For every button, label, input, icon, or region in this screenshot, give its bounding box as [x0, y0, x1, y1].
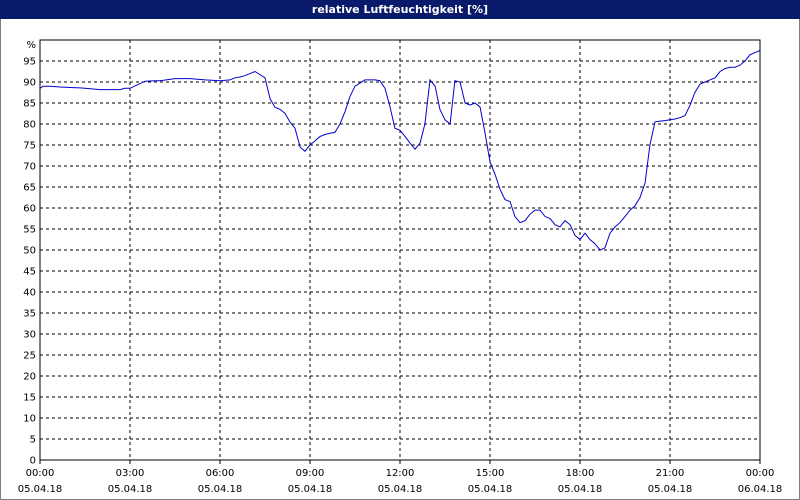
y-tick-label: 40 — [23, 288, 36, 299]
x-tick-time-label: 03:00 — [116, 468, 145, 479]
x-tick-time-label: 00:00 — [26, 468, 55, 479]
y-tick-label: 60 — [23, 204, 36, 215]
x-tick-date-label: 05.04.18 — [558, 484, 603, 495]
y-tick-label: 65 — [23, 183, 36, 194]
y-tick-label: 85 — [23, 99, 36, 110]
y-axis-label: % — [26, 40, 36, 51]
x-tick-date-label: 05.04.18 — [18, 484, 63, 495]
x-tick-time-label: 12:00 — [386, 468, 415, 479]
x-tick-date-label: 05.04.18 — [288, 484, 333, 495]
x-tick-date-label: 06.04.18 — [738, 484, 783, 495]
y-tick-label: 50 — [23, 246, 36, 257]
humidity-series-line — [39, 50, 761, 251]
y-tick-label: 5 — [30, 435, 36, 446]
y-tick-label: 90 — [23, 78, 36, 89]
y-tick-label: 35 — [23, 309, 36, 320]
x-tick-time-label: 21:00 — [656, 468, 685, 479]
plot-area-border — [39, 39, 761, 461]
x-tick-date-label: 05.04.18 — [468, 484, 513, 495]
y-tick-label: 0 — [30, 456, 36, 467]
x-tick-date-label: 05.04.18 — [198, 484, 243, 495]
x-tick-time-label: 06:00 — [206, 468, 235, 479]
y-tick-label: 10 — [23, 414, 36, 425]
chart-title: relative Luftfeuchtigkeit [%] — [0, 0, 800, 19]
y-tick-label: 15 — [23, 393, 36, 404]
x-tick-time-label: 18:00 — [566, 468, 595, 479]
y-tick-label: 25 — [23, 351, 36, 362]
y-tick-label: 75 — [23, 141, 36, 152]
x-tick-time-label: 00:00 — [746, 468, 775, 479]
y-tick-label: 55 — [23, 225, 36, 236]
x-tick-date-label: 05.04.18 — [648, 484, 693, 495]
y-tick-label: 45 — [23, 267, 36, 278]
x-tick-date-label: 05.04.18 — [108, 484, 153, 495]
y-tick-label: 70 — [23, 162, 36, 173]
y-tick-label: 20 — [23, 372, 36, 383]
y-tick-label: 30 — [23, 330, 36, 341]
y-tick-label: 95 — [23, 57, 36, 68]
y-tick-label: 80 — [23, 120, 36, 131]
x-tick-time-label: 09:00 — [296, 468, 325, 479]
x-tick-date-label: 05.04.18 — [378, 484, 423, 495]
x-tick-time-label: 15:00 — [476, 468, 505, 479]
